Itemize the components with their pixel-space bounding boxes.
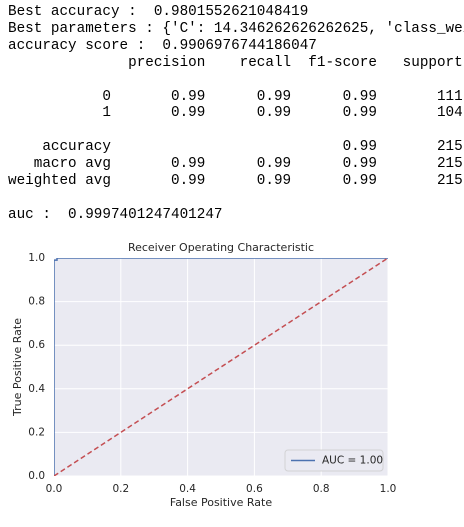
text-line: weighted avg 0.99 0.99 0.99 215: [8, 173, 463, 190]
x-tick-label: 0.8: [313, 483, 330, 495]
legend-box: [284, 449, 384, 472]
x-tick-label: 0.6: [246, 483, 263, 495]
text-block: accuracy 0.99 215 macro avg 0.99 0.99 0.…: [8, 139, 464, 190]
y-tick-label: 0.2: [28, 426, 45, 438]
legend: AUC = 1.00: [284, 449, 384, 472]
text-output: Best accuracy : 0.9801552621048419 Best p…: [8, 4, 464, 241]
text-line: Best parameters : {'C': 14.3462626262626…: [8, 20, 464, 37]
text-line: auc : 0.9997401247401247: [8, 206, 223, 223]
text-line: precision recall f1-score support: [8, 54, 463, 71]
text-line: macro avg 0.99 0.99 0.99 215: [8, 156, 463, 173]
x-tick-label: 0.0: [46, 483, 63, 495]
line: [54, 258, 388, 476]
text-block: 0 0.99 0.99 0.99 111 1 0.99 0.99 0.99 10…: [8, 89, 464, 123]
text-line: Best accuracy : 0.9801552621048419: [8, 4, 309, 20]
x-tick-label: 0.2: [112, 483, 129, 495]
y-tick-label: 1.0: [28, 252, 45, 264]
text-block: Best accuracy : 0.9801552621048419 Best p…: [8, 4, 464, 72]
text-line: accuracy 0.99 215: [8, 139, 463, 156]
text-line: accuracy score : 0.9906976744186047: [8, 37, 317, 54]
text-line: 1 0.99 0.99 0.99 104: [8, 105, 463, 122]
text-block: auc : 0.9997401247401247: [8, 207, 464, 224]
x-tick-label: 1.0: [380, 483, 397, 495]
line: [54, 258, 388, 476]
x-axis-label: False Positive Rate: [170, 496, 272, 509]
x-tick-label: 0.4: [179, 483, 196, 495]
y-tick-label: 0.0: [28, 470, 45, 482]
y-axis-label: True Positive Rate: [11, 318, 24, 417]
y-tick-label: 0.6: [28, 339, 45, 351]
legend-label: AUC = 1.00: [322, 455, 383, 467]
text-line: 0 0.99 0.99 0.99 111: [8, 88, 463, 105]
y-tick-label: 0.4: [28, 383, 45, 395]
y-tick-label: 0.8: [28, 296, 45, 308]
chart-title: Receiver Operating Characteristic: [128, 241, 314, 254]
